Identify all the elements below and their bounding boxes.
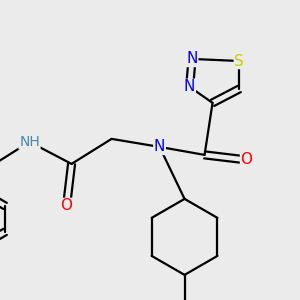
Text: N: N [154,140,165,154]
Text: S: S [234,53,244,68]
Text: O: O [61,198,73,213]
Text: NH: NH [19,135,40,149]
Text: O: O [241,152,253,167]
Text: N: N [184,79,195,94]
Text: N: N [186,51,198,66]
